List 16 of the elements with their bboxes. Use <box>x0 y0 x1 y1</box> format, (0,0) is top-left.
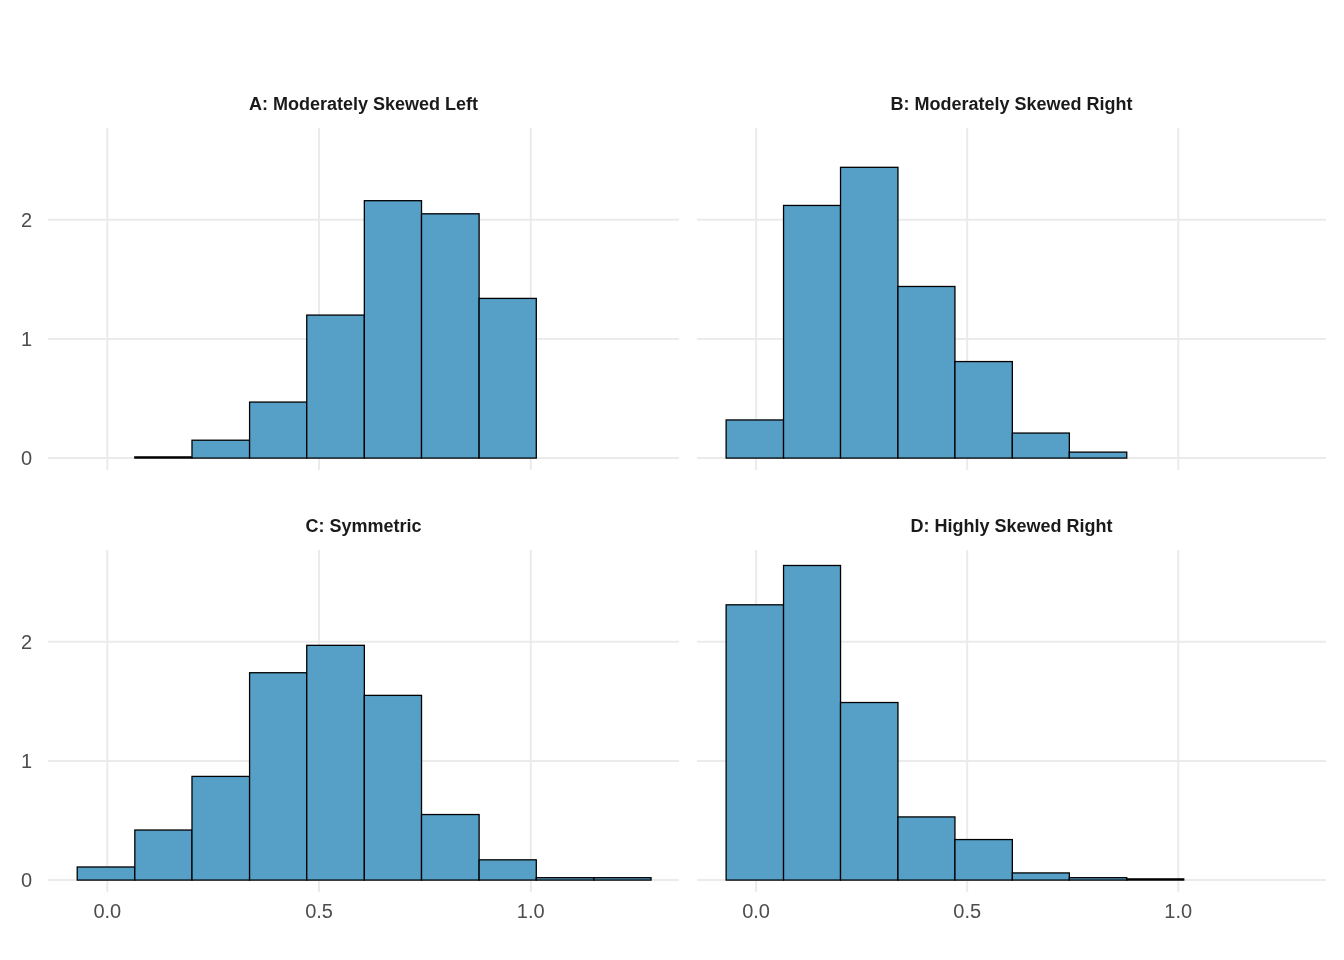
x-tick-label: 0.5 <box>305 900 333 922</box>
chart-title: D: Highly Skewed Right <box>910 516 1113 536</box>
y-tick-label: 1 <box>20 749 32 772</box>
x-tick-label: 1.0 <box>1164 900 1193 922</box>
x-tick-label: 0.5 <box>953 900 982 922</box>
x-tick-label: 0.0 <box>742 900 771 922</box>
y-tick-label: 2 <box>20 208 32 231</box>
chart-title: A: Moderately Skewed Left <box>248 94 479 114</box>
chart-title: B: Moderately Skewed Right <box>890 94 1133 114</box>
y-tick-label: 1 <box>20 327 32 350</box>
chart-title: C: Symmetric <box>305 516 422 536</box>
y-tick-label: 2 <box>20 630 32 653</box>
x-tick-label: 0.0 <box>93 900 122 922</box>
y-tick-label: 0 <box>20 447 32 470</box>
y-tick-label: 0 <box>20 869 32 892</box>
x-tick-label: 1.0 <box>516 900 545 922</box>
